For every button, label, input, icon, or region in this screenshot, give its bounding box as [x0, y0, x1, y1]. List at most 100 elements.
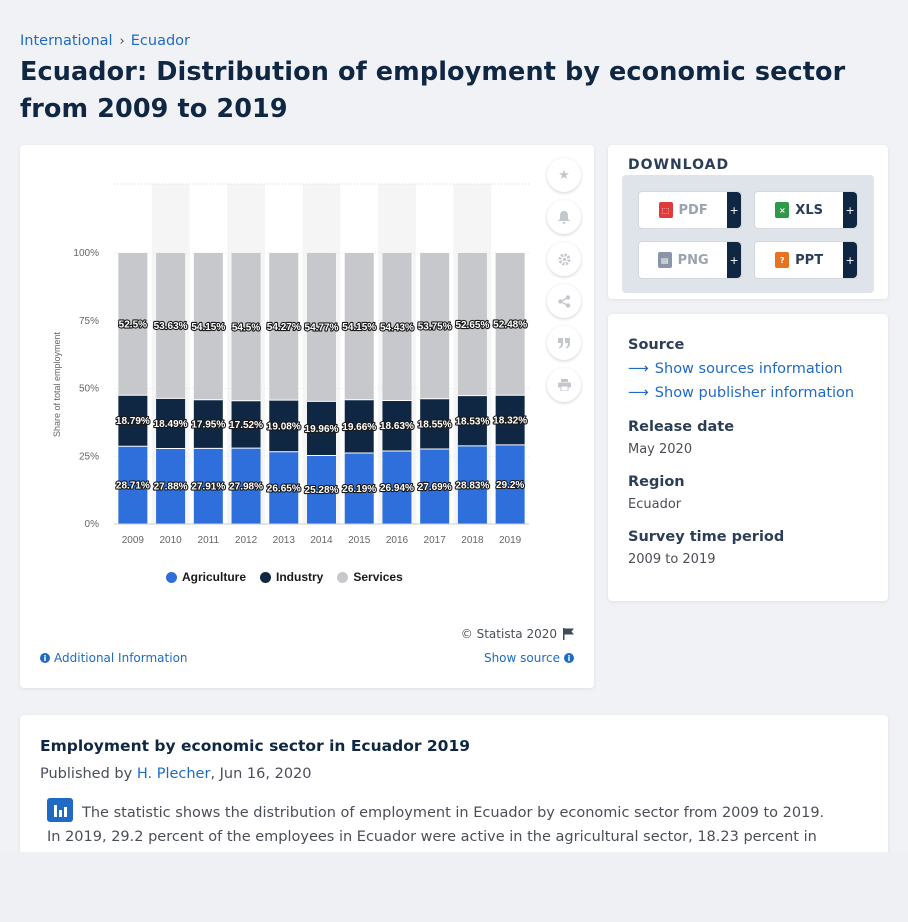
data-label: 25.28%	[305, 485, 339, 496]
legend-label-agriculture: Agriculture	[182, 570, 246, 584]
flag-icon[interactable]	[563, 628, 574, 640]
additional-information-label: Additional Information	[54, 651, 188, 665]
bell-icon[interactable]	[547, 200, 581, 234]
legend-item-agriculture[interactable]: Agriculture	[166, 570, 246, 584]
share-icon[interactable]	[547, 284, 581, 318]
data-label: 18.32%	[493, 416, 527, 427]
data-label: 27.69%	[418, 482, 452, 493]
region-value: Ecuador	[628, 497, 681, 512]
data-label: 54.15%	[342, 322, 376, 333]
x-tick-label: 2013	[273, 535, 296, 546]
chart-legend: Agriculture Industry Services	[166, 570, 403, 584]
download-xls-button[interactable]: × XLS +	[754, 191, 858, 229]
x-tick-label: 2011	[198, 535, 220, 546]
download-pdf-label: PDF	[679, 203, 708, 218]
show-sources-link[interactable]: ⟶ Show sources information	[628, 361, 843, 377]
data-label: 54.5%	[232, 322, 260, 333]
x-tick-label: 2018	[461, 535, 484, 546]
data-label: 26.19%	[342, 484, 376, 495]
x-tick-label: 2009	[122, 535, 145, 546]
copyright-notice: © Statista 2020	[461, 627, 574, 641]
survey-period-value: 2009 to 2019	[628, 552, 715, 567]
arrow-right-icon: ⟶	[628, 385, 649, 401]
data-label: 18.63%	[380, 421, 414, 432]
download-ppt-label: PPT	[795, 253, 823, 268]
data-label: 54.15%	[191, 322, 225, 333]
show-source-link[interactable]: Show source i	[484, 651, 574, 665]
data-label: 54.77%	[305, 323, 339, 334]
data-label: 17.95%	[191, 420, 225, 431]
download-panel: ⬚ PDF + × XLS + ▤ PNG + ? PPT +	[622, 175, 874, 293]
data-label: 52.48%	[493, 320, 527, 331]
description-title: Employment by economic sector in Ecuador…	[40, 737, 470, 755]
x-tick-label: 2019	[499, 535, 522, 546]
additional-information-link[interactable]: i Additional Information	[40, 651, 188, 665]
download-png-button[interactable]: ▤ PNG +	[638, 241, 742, 279]
png-file-icon: ▤	[658, 252, 672, 268]
y-tick-label: 75%	[79, 316, 99, 327]
gear-icon[interactable]	[547, 242, 581, 276]
plus-icon[interactable]: +	[843, 192, 857, 228]
data-label: 27.98%	[229, 482, 263, 493]
data-label: 52.65%	[455, 320, 489, 331]
ppt-file-icon: ?	[775, 252, 789, 268]
x-tick-label: 2012	[235, 535, 258, 546]
published-by: Published by H. Plecher, Jun 16, 2020	[40, 766, 312, 782]
survey-period-label: Survey time period	[628, 529, 784, 545]
data-label: 18.55%	[418, 419, 452, 430]
data-label: 18.79%	[116, 416, 150, 427]
breadcrumb: International › Ecuador	[20, 33, 190, 49]
x-tick-label: 2010	[159, 535, 182, 546]
data-label: 28.71%	[116, 481, 150, 492]
release-date-label: Release date	[628, 419, 734, 435]
source-label: Source	[628, 337, 684, 353]
bar-chart-icon	[47, 798, 73, 822]
star-icon[interactable]: ★	[547, 158, 581, 192]
data-label: 19.08%	[267, 421, 301, 432]
data-label: 29.2%	[496, 480, 524, 491]
breadcrumb-link-ecuador[interactable]: Ecuador	[131, 33, 190, 49]
data-label: 17.52%	[229, 420, 263, 431]
legend-item-services[interactable]: Services	[337, 570, 402, 584]
data-label: 27.88%	[154, 482, 188, 493]
data-label: 53.75%	[418, 321, 452, 332]
data-label: 54.27%	[267, 322, 301, 333]
quote-icon[interactable]	[547, 326, 581, 360]
data-label: 18.49%	[154, 419, 188, 430]
author-link[interactable]: H. Plecher	[137, 766, 211, 782]
description-text: The statistic shows the distribution of …	[47, 801, 837, 849]
y-tick-label: 0%	[85, 519, 100, 530]
chart-card: 0% 25% 50% 75% 100% Share of total employment…	[20, 145, 594, 688]
data-label: 27.91%	[191, 482, 225, 493]
legend-marker-services	[337, 572, 348, 583]
plus-icon[interactable]: +	[843, 242, 857, 278]
xls-file-icon: ×	[775, 202, 789, 218]
description-card: Employment by economic sector in Ecuador…	[20, 715, 888, 865]
show-publisher-link[interactable]: ⟶ Show publisher information	[628, 385, 854, 401]
data-label: 18.53%	[455, 416, 489, 427]
pdf-file-icon: ⬚	[659, 202, 673, 218]
y-tick-label: 25%	[79, 451, 99, 462]
data-label: 52.5%	[119, 320, 147, 331]
arrow-right-icon: ⟶	[628, 361, 649, 377]
data-label: 19.96%	[305, 424, 339, 435]
y-axis-title: Share of total employment	[52, 331, 62, 437]
x-tick-label: 2016	[386, 535, 409, 546]
show-sources-label: Show sources information	[655, 361, 843, 377]
region-label: Region	[628, 474, 685, 490]
print-icon[interactable]	[547, 368, 581, 402]
download-pdf-button[interactable]: ⬚ PDF +	[638, 191, 742, 229]
legend-label-services: Services	[353, 570, 402, 584]
download-ppt-button[interactable]: ? PPT +	[754, 241, 858, 279]
info-icon: i	[40, 653, 50, 663]
breadcrumb-link-international[interactable]: International	[20, 33, 113, 49]
x-tick-label: 2014	[310, 535, 333, 546]
data-label: 54.43%	[380, 322, 414, 333]
plus-icon[interactable]: +	[727, 242, 741, 278]
page-title: Ecuador: Distribution of employment by e…	[20, 54, 880, 128]
download-png-label: PNG	[678, 253, 709, 268]
download-card: DOWNLOAD ⬚ PDF + × XLS + ▤ PNG + ?	[608, 145, 888, 299]
data-label: 19.66%	[342, 422, 376, 433]
plus-icon[interactable]: +	[727, 192, 741, 228]
legend-item-industry[interactable]: Industry	[260, 570, 323, 584]
